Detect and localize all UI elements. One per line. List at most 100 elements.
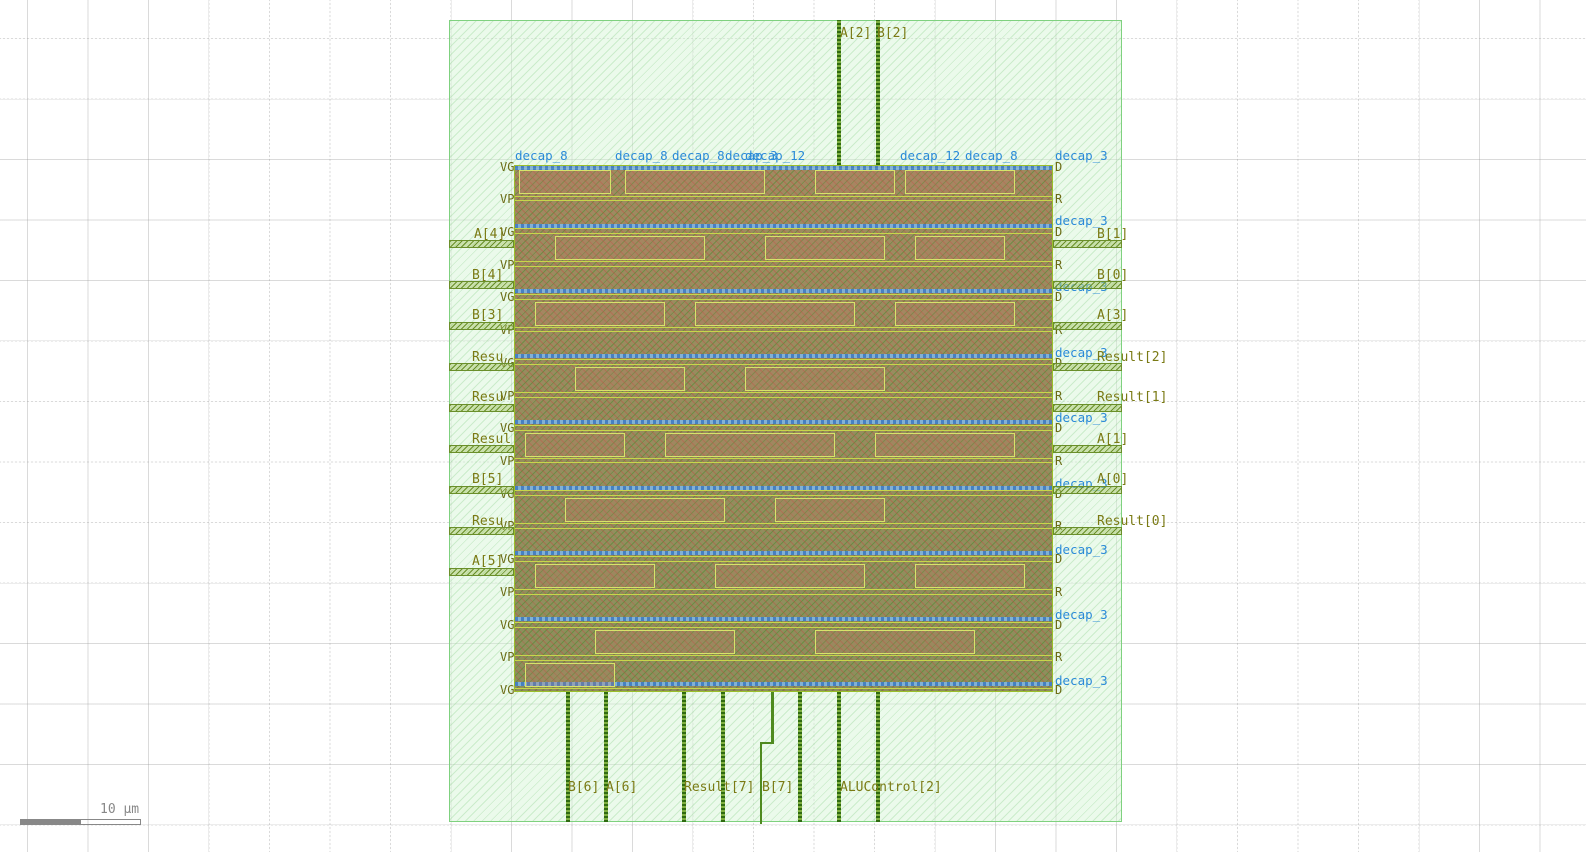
- pin-label-top: A[2]: [840, 27, 871, 40]
- pin-wire-bottom[interactable]: [798, 692, 802, 822]
- rail-label: VP: [500, 651, 514, 663]
- std-cell[interactable]: [565, 498, 725, 522]
- cell-label: decap_3: [1055, 215, 1108, 227]
- std-cell[interactable]: [915, 236, 1005, 260]
- std-cell[interactable]: [525, 663, 615, 687]
- pin-stub-left[interactable]: [449, 322, 514, 330]
- rail-label: R: [1055, 586, 1062, 598]
- pin-label-left: Resu: [472, 351, 503, 364]
- scale-bar-fill: [21, 820, 81, 824]
- pin-label-left: B[5]: [472, 473, 503, 486]
- pin-label-bottom: A[6]: [606, 781, 637, 794]
- rail-label: R: [1055, 390, 1062, 402]
- cell-label: decap_3: [1055, 150, 1108, 162]
- power-rail: [515, 224, 1052, 228]
- pin-label-bottom: B[6]: [568, 781, 599, 794]
- pin-label-right: Result[1]: [1097, 391, 1167, 404]
- rail-label: D: [1055, 161, 1062, 173]
- pin-stub-left[interactable]: [449, 404, 514, 412]
- pin-wire-bottom[interactable]: [837, 692, 841, 822]
- rail-label: VP: [500, 455, 514, 467]
- std-cell[interactable]: [905, 170, 1015, 194]
- pin-label-left: B[4]: [472, 269, 503, 282]
- std-cell[interactable]: [665, 433, 835, 457]
- cell-label: decap_8: [515, 150, 568, 162]
- std-cell[interactable]: [895, 302, 1015, 326]
- pin-label-left: A[5]: [472, 555, 503, 568]
- std-cell[interactable]: [815, 170, 895, 194]
- pin-stub-right[interactable]: [1053, 322, 1122, 330]
- pin-label-right: A[3]: [1097, 309, 1128, 322]
- rail-label: D: [1055, 226, 1062, 238]
- std-cell[interactable]: [715, 564, 865, 588]
- std-cell[interactable]: [535, 564, 655, 588]
- std-cell[interactable]: [695, 302, 855, 326]
- rail-label: D: [1055, 553, 1062, 565]
- rail-label: R: [1055, 259, 1062, 271]
- std-cell[interactable]: [915, 564, 1025, 588]
- rail-label: VG: [500, 291, 514, 303]
- rail-label: D: [1055, 291, 1062, 303]
- pin-label-right: A[0]: [1097, 473, 1128, 486]
- pin-stub-right[interactable]: [1053, 486, 1122, 494]
- rail-label: D: [1055, 422, 1062, 434]
- power-rail: [515, 551, 1052, 555]
- pin-wire-bottom[interactable]: [771, 692, 774, 744]
- pin-label-right: Result[0]: [1097, 515, 1167, 528]
- cell-label: decap_8: [672, 150, 725, 162]
- pin-label-bottom: ALUControl[2]: [840, 781, 942, 794]
- pin-label-bottom: B[7]: [762, 781, 793, 794]
- pin-label-right: B[1]: [1097, 228, 1128, 241]
- std-cell[interactable]: [775, 498, 885, 522]
- std-cell[interactable]: [765, 236, 885, 260]
- std-cell[interactable]: [535, 302, 665, 326]
- pin-wire-bottom[interactable]: [682, 692, 686, 822]
- pin-wire-bottom[interactable]: [566, 692, 570, 822]
- std-cell[interactable]: [875, 433, 1015, 457]
- standard-cell-core[interactable]: [514, 165, 1053, 692]
- rail-label: D: [1055, 684, 1062, 696]
- pin-stub-left[interactable]: [449, 568, 514, 576]
- pin-wire-bottom[interactable]: [876, 692, 880, 822]
- pin-label-right: A[1]: [1097, 433, 1128, 446]
- rail-label: VG: [500, 684, 514, 696]
- pin-wire-bottom[interactable]: [604, 692, 608, 822]
- std-cell[interactable]: [575, 367, 685, 391]
- cell-label: decap_3: [1055, 544, 1108, 556]
- std-cell[interactable]: [519, 170, 611, 194]
- std-cell[interactable]: [625, 170, 765, 194]
- rail-label: VG: [500, 161, 514, 173]
- rail-label: R: [1055, 193, 1062, 205]
- pin-label-left: Resu: [472, 515, 503, 528]
- pin-wire-top[interactable]: [837, 20, 841, 165]
- pin-label-right: Result[2]: [1097, 351, 1167, 364]
- cell-label: decap_8: [965, 150, 1018, 162]
- power-rail: [515, 486, 1052, 490]
- cell-label: decap_8: [615, 150, 668, 162]
- cell-label: decap_12: [745, 150, 805, 162]
- std-cell[interactable]: [595, 630, 735, 654]
- std-cell[interactable]: [555, 236, 705, 260]
- rail-label: VP: [500, 193, 514, 205]
- power-rail: [515, 420, 1052, 424]
- cell-label: decap_3: [1055, 675, 1108, 687]
- cell-label: decap_3: [1055, 412, 1108, 424]
- pin-stub-left[interactable]: [449, 486, 514, 494]
- rail-label: VG: [500, 619, 514, 631]
- pin-label-left: Resul: [472, 433, 511, 446]
- std-cell[interactable]: [745, 367, 885, 391]
- pin-wire-top[interactable]: [876, 20, 880, 165]
- pin-wire-bottom[interactable]: [721, 692, 725, 822]
- rail-label: D: [1055, 619, 1062, 631]
- std-cell[interactable]: [815, 630, 975, 654]
- cell-label: decap_12: [900, 150, 960, 162]
- pin-label-left: Resu: [472, 391, 503, 404]
- rail-label: VP: [500, 586, 514, 598]
- std-cell[interactable]: [525, 433, 625, 457]
- pin-label-bottom: Result[7]: [684, 781, 754, 794]
- rail-label: R: [1055, 455, 1062, 467]
- pin-stub-right[interactable]: [1053, 404, 1122, 412]
- cell-label: decap_3: [1055, 609, 1108, 621]
- scale-label: 10 µm: [100, 802, 139, 817]
- pin-label-right: B[0]: [1097, 269, 1128, 282]
